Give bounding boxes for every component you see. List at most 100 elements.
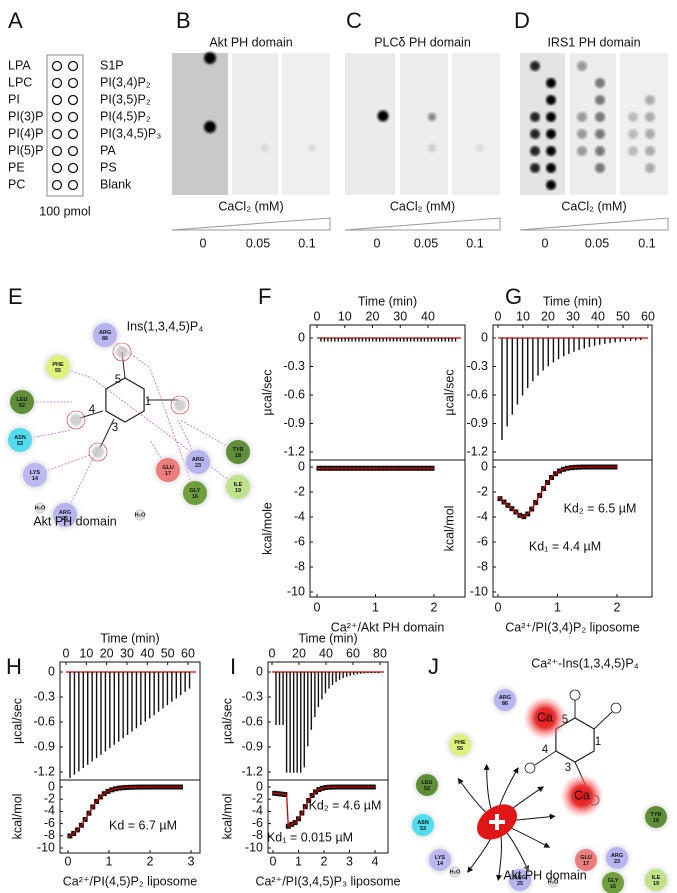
blot-spot: [577, 129, 587, 139]
blot-spot: [308, 144, 316, 152]
panel-letter: D: [514, 8, 530, 33]
x-tick-label: 0: [270, 854, 277, 868]
water-bubble: [134, 509, 146, 521]
phosphate: [610, 702, 622, 714]
y-tick-label: -6: [44, 816, 55, 830]
y-tick-label: 0: [48, 779, 55, 793]
x-tick-label: 0: [65, 854, 72, 868]
spot-outline: [51, 94, 63, 106]
y-tick-label: -8: [44, 828, 55, 842]
concentration-tick: 0.05: [246, 236, 270, 250]
blot-spot: [546, 146, 556, 156]
panel-letter: A: [8, 8, 23, 33]
time-tick: 40: [319, 646, 333, 660]
residue-name: ILE: [652, 875, 661, 881]
lower-frame: [267, 779, 389, 854]
residue-bubble: [606, 847, 628, 869]
y-tick-label: 0: [256, 779, 263, 793]
residue-name: GLU: [580, 855, 592, 861]
panel-letter: C: [346, 8, 362, 33]
blot-lane: [570, 53, 616, 195]
x-tick-label: 1: [554, 600, 561, 614]
blot-spot: [530, 61, 540, 71]
blot-lane: [172, 53, 228, 195]
y-axis-label: µcal/sec: [260, 369, 274, 415]
blot-spot: [546, 129, 556, 139]
y-tick-label: 0: [481, 330, 488, 344]
x-tick-label: 3: [188, 854, 195, 868]
hbond: [34, 454, 91, 476]
time-tick: 0: [63, 646, 70, 660]
blot-spot: [628, 146, 638, 156]
residue-number: 19: [235, 488, 241, 494]
blot-spot: [546, 78, 556, 88]
phosphate: [524, 762, 536, 774]
kd-annotation: Kd = 6.7 µM: [109, 818, 177, 832]
upper-frame: [59, 661, 201, 781]
lipid-label: PI(5)P: [8, 143, 43, 157]
residue-name: LEU: [422, 780, 433, 786]
hbond: [91, 377, 239, 488]
blot-spot: [530, 112, 540, 122]
x-tick-label: 2: [431, 600, 438, 614]
time-tick: 60: [181, 646, 195, 660]
spot-outline: [51, 60, 63, 72]
calcium-ion: [560, 774, 604, 818]
residue-bubble: [23, 463, 47, 487]
blot-spot: [595, 78, 605, 88]
spot-outline: [67, 77, 79, 89]
residue-name: ARG: [514, 875, 526, 881]
blot-spot: [476, 144, 484, 152]
protein-label: Akt PH domain: [503, 868, 586, 882]
residue-bubble: [183, 481, 207, 505]
y-axis-label: µcal/sec: [10, 698, 24, 744]
y-tick-label: -8: [477, 559, 488, 573]
x-tick-label: 1: [372, 600, 379, 614]
y-axis-label: kcal/mol: [442, 506, 456, 552]
residue-name: GLY: [190, 488, 201, 494]
residue-bubble: [509, 869, 531, 891]
time-tick: 40: [421, 309, 435, 323]
phosphate: [569, 689, 581, 701]
y-tick-label: 0: [298, 330, 305, 344]
time-tick: 50: [616, 309, 630, 323]
residue-bubble: [412, 814, 434, 836]
time-label: Time (min): [100, 631, 159, 645]
time-label: Time (min): [358, 294, 417, 308]
lipid-label: LPC: [8, 75, 32, 89]
residue-bubble: [645, 806, 667, 828]
residue-bubble: [226, 475, 250, 499]
time-tick: 80: [373, 646, 387, 660]
concentration-tick: 0.05: [585, 236, 609, 250]
y-tick-label: -4: [294, 509, 305, 523]
lipid-label: PC: [8, 177, 25, 191]
blot-spot: [530, 163, 540, 173]
blot-spot: [645, 129, 655, 139]
ring-number: 3: [112, 422, 118, 434]
y-tick-label: 0: [256, 664, 263, 678]
y-tick-label: -0.6: [33, 714, 55, 728]
y-tick-label: -0.9: [241, 739, 263, 753]
spot-outline: [67, 94, 79, 106]
concentration-wedge: [171, 217, 331, 231]
ion-label: Ca: [537, 710, 553, 724]
spot-outline: [67, 145, 79, 157]
ring-number: 4: [542, 744, 549, 756]
time-tick: 40: [591, 309, 605, 323]
concentration-tick: 0: [200, 236, 207, 250]
residue-bubble: [449, 734, 471, 756]
y-axis-label: kcal/mole: [260, 502, 274, 555]
y-tick-label: -1.2: [33, 764, 55, 778]
blot-title: PLCδ PH domain: [374, 35, 471, 49]
y-tick-label: -10: [37, 840, 55, 854]
y-tick-label: -0.6: [283, 387, 305, 401]
residue-number: 55: [55, 368, 61, 374]
residue-number: 23: [614, 859, 620, 865]
lipid-label: LPA: [8, 58, 31, 72]
water-label: H₂O: [548, 879, 559, 885]
blot-lane: [452, 53, 500, 195]
residue-bubble: [575, 849, 597, 871]
hbond: [64, 444, 101, 516]
y-tick-label: -0.3: [33, 689, 55, 703]
